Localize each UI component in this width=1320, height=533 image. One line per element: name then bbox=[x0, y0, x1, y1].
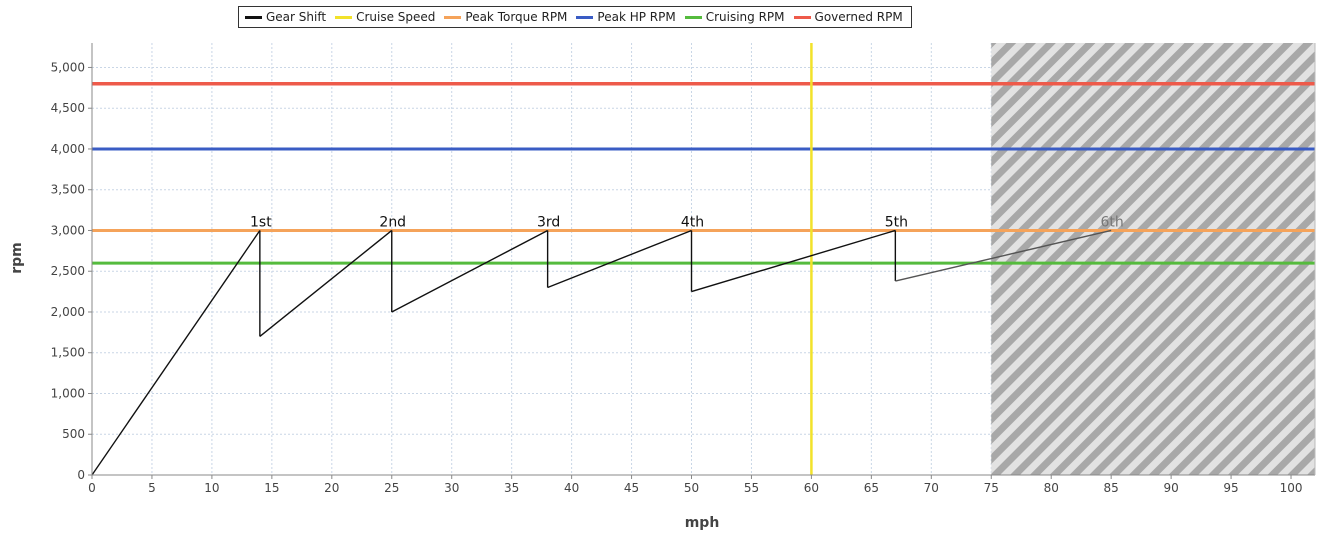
x-tick-label: 5 bbox=[148, 481, 156, 495]
legend-swatch-peak-hp bbox=[576, 15, 594, 19]
gear-shift-segment bbox=[259, 229, 393, 337]
chart-legend: Gear Shift Cruise Speed Peak Torque RPM … bbox=[238, 6, 912, 28]
legend-item-cruising-rpm: Cruising RPM bbox=[684, 10, 785, 24]
legend-swatch-peak-torque bbox=[444, 15, 462, 19]
x-tick-label: 40 bbox=[564, 481, 579, 495]
legend-label-cruise-speed: Cruise Speed bbox=[356, 10, 436, 24]
legend-label-gear-shift: Gear Shift bbox=[266, 10, 327, 24]
gear-shift-segment bbox=[391, 229, 548, 313]
legend-swatch-gear-shift bbox=[245, 15, 262, 19]
gear-label-4th: 4th bbox=[681, 214, 704, 230]
y-tick-label: 500 bbox=[62, 427, 85, 441]
legend-item-peak-torque: Peak Torque RPM bbox=[444, 10, 567, 24]
x-tick-label: 85 bbox=[1104, 481, 1119, 495]
x-tick-label: 45 bbox=[624, 481, 639, 495]
legend-swatch-governed-rpm bbox=[793, 15, 811, 19]
x-tick-label: 90 bbox=[1163, 481, 1178, 495]
y-tick-label: 4,500 bbox=[51, 101, 85, 115]
gear-shift-segment bbox=[547, 229, 692, 289]
x-tick-label: 35 bbox=[504, 481, 519, 495]
y-tick-label: 2,500 bbox=[51, 264, 85, 278]
x-tick-label: 60 bbox=[804, 481, 819, 495]
x-tick-label: 0 bbox=[88, 481, 96, 495]
x-tick-label: 65 bbox=[864, 481, 879, 495]
x-tick-label: 50 bbox=[684, 481, 699, 495]
x-tick-label: 80 bbox=[1044, 481, 1059, 495]
gear-shift-segment bbox=[91, 230, 261, 476]
y-tick-label: 3,000 bbox=[51, 223, 85, 237]
x-tick-label: 15 bbox=[264, 481, 279, 495]
x-tick-label: 95 bbox=[1223, 481, 1238, 495]
legend-label-peak-hp: Peak HP RPM bbox=[597, 10, 676, 24]
y-tick-label: 1,000 bbox=[51, 386, 85, 400]
gear-shift-segment bbox=[691, 229, 896, 293]
y-tick-label: 2,000 bbox=[51, 305, 85, 319]
legend-label-peak-torque: Peak Torque RPM bbox=[465, 10, 568, 24]
legend-item-governed-rpm: Governed RPM bbox=[793, 10, 903, 24]
hatched-region bbox=[991, 43, 1315, 475]
y-tick-label: 5,000 bbox=[51, 60, 85, 74]
x-tick-label: 20 bbox=[324, 481, 339, 495]
gear-label-3rd: 3rd bbox=[537, 214, 560, 230]
legend-swatch-cruise-speed bbox=[335, 15, 353, 19]
x-tick-label: 30 bbox=[444, 481, 459, 495]
legend-item-gear-shift: Gear Shift bbox=[245, 10, 326, 24]
x-tick-label: 55 bbox=[744, 481, 759, 495]
gear-label-5th: 5th bbox=[885, 214, 908, 230]
legend-item-cruise-speed: Cruise Speed bbox=[335, 10, 435, 24]
y-tick-label: 4,000 bbox=[51, 142, 85, 156]
y-tick-label: 3,500 bbox=[51, 183, 85, 197]
legend-label-cruising-rpm: Cruising RPM bbox=[705, 10, 785, 24]
x-tick-label: 25 bbox=[384, 481, 399, 495]
x-axis-title: mph bbox=[685, 515, 720, 531]
x-tick-label: 70 bbox=[924, 481, 939, 495]
y-tick-label: 1,500 bbox=[51, 346, 85, 360]
legend-swatch-cruising-rpm bbox=[684, 15, 702, 19]
x-tick-label: 100 bbox=[1280, 481, 1303, 495]
x-tick-label: 10 bbox=[204, 481, 219, 495]
legend-label-governed-rpm: Governed RPM bbox=[814, 10, 903, 24]
gear-label-1st: 1st bbox=[250, 214, 272, 230]
x-tick-label: 75 bbox=[984, 481, 999, 495]
gear-label-6th: 6th bbox=[1101, 214, 1124, 230]
y-axis-title: rpm bbox=[9, 242, 25, 274]
y-tick-label: 0 bbox=[77, 468, 85, 482]
legend-item-peak-hp: Peak HP RPM bbox=[576, 10, 676, 24]
gear-label-2nd: 2nd bbox=[379, 214, 406, 230]
gear-shift-segment bbox=[895, 229, 1112, 282]
